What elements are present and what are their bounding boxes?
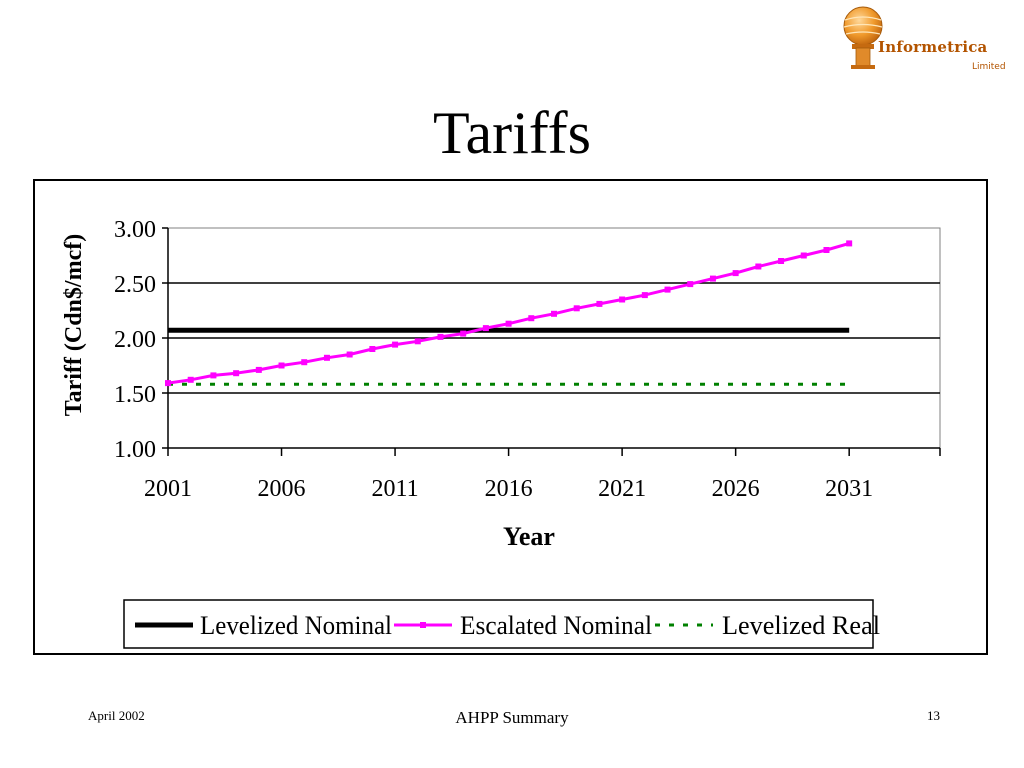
series-escalated-nominal-point <box>551 310 557 317</box>
legend-label-levelized-nominal: Levelized Nominal <box>200 611 392 640</box>
y-tick-label: 3.00 <box>114 217 156 243</box>
x-tick-label: 2021 <box>598 476 646 502</box>
series-escalated-nominal-point <box>732 270 739 277</box>
series-escalated-nominal-point <box>414 338 421 345</box>
series-escalated-nominal-point <box>664 286 671 293</box>
series-escalated-nominal-point <box>255 366 262 373</box>
footer-date: April 2002 <box>88 708 145 723</box>
series-escalated-nominal-point <box>165 380 171 387</box>
footer-title: AHPP Summary <box>455 708 569 727</box>
series-escalated-nominal-point <box>437 333 444 340</box>
series-escalated-nominal-point <box>233 370 240 377</box>
series-escalated-nominal-point <box>369 346 376 352</box>
series-escalated-nominal-point <box>460 330 467 337</box>
series-escalated-nominal-point <box>392 341 399 348</box>
x-axis-label: Year <box>503 522 555 551</box>
series-escalated-nominal-point <box>346 351 353 358</box>
legend-marker-escalated-nominal <box>420 622 426 628</box>
series-escalated-nominal-point <box>505 320 512 327</box>
x-tick-label: 2016 <box>485 476 533 502</box>
slide-title: Tariffs <box>433 100 591 166</box>
series-escalated-nominal-point <box>823 247 830 253</box>
series-escalated-nominal-point <box>596 300 603 307</box>
series-escalated-nominal-point <box>210 372 217 379</box>
x-tick-label: 2001 <box>144 476 192 502</box>
series-escalated-nominal-point <box>528 315 535 322</box>
tariff-chart: 1.00 1.50 2.00 2.50 3.00 2001 2006 2011 2016 202… <box>61 217 941 649</box>
legend-box <box>123 599 874 649</box>
series-escalated-nominal-point <box>323 354 330 361</box>
series-escalated-nominal-point <box>301 359 308 366</box>
chart-frame: 1.00 1.50 2.00 2.50 3.00 2001 2006 2011 2016 202… <box>33 179 988 655</box>
series-escalated-nominal-point <box>187 376 194 383</box>
series-escalated-nominal-point <box>846 240 853 247</box>
series-escalated-nominal-point <box>619 296 626 303</box>
series-escalated-nominal-point <box>278 362 285 369</box>
logo-subtitle: Limited <box>972 62 1006 72</box>
x-tick-label: 2011 <box>372 476 419 502</box>
series-escalated-nominal-point <box>482 325 489 332</box>
series-escalated-nominal-point <box>687 281 694 288</box>
x-tick-label: 2031 <box>825 476 873 502</box>
legend-label-escalated-nominal: Escalated Nominal <box>460 611 652 640</box>
chart-legend: Levelized Nominal Escalated Nominal Leveli… <box>123 599 880 649</box>
y-tick-label: 1.50 <box>114 382 156 408</box>
logo-name: Informetrica <box>878 38 988 56</box>
page-number: 13 <box>927 708 940 723</box>
series-escalated-nominal-point <box>709 275 716 282</box>
series-escalated-nominal-point <box>573 305 580 312</box>
series-escalated-nominal-point <box>778 258 785 264</box>
y-tick-label: 2.00 <box>114 327 156 353</box>
series-escalated-nominal-point <box>641 292 648 299</box>
y-tick-label: 1.00 <box>114 437 156 463</box>
informetrica-logo <box>843 6 883 69</box>
series-escalated-nominal-point <box>800 252 807 259</box>
x-tick-label: 2006 <box>258 476 306 502</box>
series-escalated-nominal-point <box>755 263 762 270</box>
y-axis-label: Tariff (Cdn$/mcf) <box>61 234 87 416</box>
legend-label-levelized-real: Levelized Real <box>722 611 880 640</box>
pillar-icon <box>852 44 874 49</box>
x-tick-label: 2026 <box>712 476 760 502</box>
y-tick-label: 2.50 <box>114 272 156 298</box>
